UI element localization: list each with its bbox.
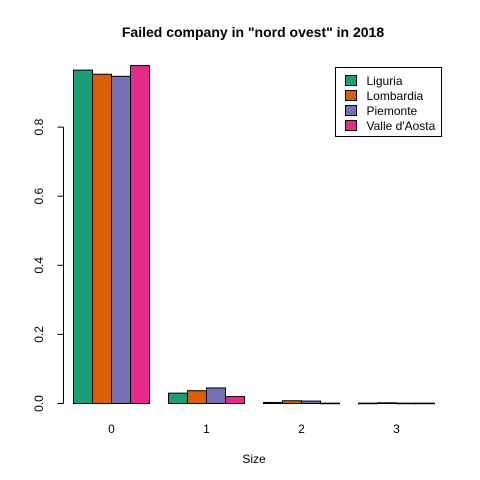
legend-swatch-liguria (345, 75, 357, 86)
bar-piemonte-0 (111, 75, 131, 405)
legend-label: Piemonte (367, 104, 418, 118)
y-tick-label: 0.8 (32, 118, 46, 135)
bar-piemonte-1 (206, 387, 226, 405)
legend-swatch-valle-d-aosta (345, 120, 357, 131)
bar-valle-d-aosta-1 (225, 396, 245, 404)
y-tick-label: 0.4 (32, 257, 46, 274)
x-tick-label: 1 (203, 422, 210, 436)
legend-swatch-piemonte (345, 105, 357, 116)
bar-liguria-3 (358, 402, 378, 405)
bar-liguria-0 (73, 69, 93, 404)
bar-lombardia-1 (187, 390, 207, 404)
bar-valle-d-aosta-2 (320, 402, 340, 405)
x-axis-label: Size (242, 452, 266, 466)
bar-valle-d-aosta-0 (130, 65, 150, 404)
bar-liguria-1 (168, 392, 188, 405)
legend-label: Liguria (367, 74, 403, 88)
y-tick-label: 0.6 (32, 188, 46, 205)
bar-piemonte-2 (301, 400, 321, 405)
bar-piemonte-3 (396, 402, 416, 405)
x-tick-label: 3 (393, 422, 400, 436)
y-tick-label: 0.0 (32, 395, 46, 412)
bar-lombardia-0 (92, 73, 112, 405)
bar-lombardia-3 (377, 402, 397, 404)
x-axis-labels: 0 1 2 3 (108, 422, 400, 436)
bar-valle-d-aosta-3 (415, 402, 435, 405)
bars-group (73, 65, 435, 405)
x-tick-label: 2 (298, 422, 305, 436)
legend-swatch-lombardia (345, 90, 357, 101)
bar-liguria-2 (263, 401, 283, 405)
chart-title: Failed company in "nord ovest" in 2018 (122, 24, 384, 40)
legend-label: Valle d'Aosta (367, 119, 436, 133)
bar-lombardia-2 (282, 400, 302, 404)
y-tick-label: 0.2 (32, 326, 46, 343)
x-tick-label: 0 (108, 422, 115, 436)
legend-label: Lombardia (367, 89, 424, 103)
y-axis: 0.0 0.2 0.4 0.6 0.8 (32, 118, 64, 412)
